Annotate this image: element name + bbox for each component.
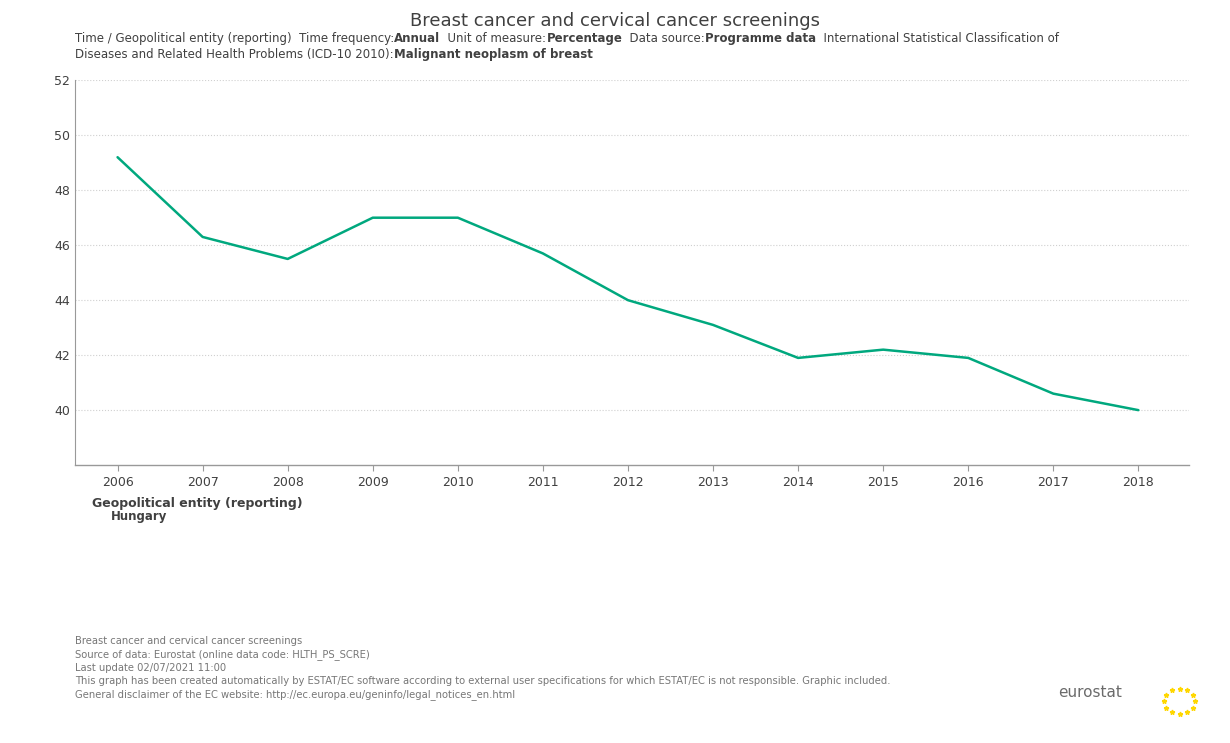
Text: Time / Geopolitical entity (reporting)  Time frequency:: Time / Geopolitical entity (reporting) T… [75,32,395,45]
Text: Unit of measure:: Unit of measure: [440,32,546,45]
Text: International Statistical Classification of: International Statistical Classification… [817,32,1059,45]
Text: Breast cancer and cervical cancer screenings: Breast cancer and cervical cancer screen… [75,636,303,646]
Text: Annual: Annual [395,32,440,45]
Text: Malignant neoplasm of breast: Malignant neoplasm of breast [394,48,593,60]
Text: eurostat: eurostat [1058,685,1122,700]
Text: General disclaimer of the EC website: http://ec.europa.eu/geninfo/legal_notices_: General disclaimer of the EC website: ht… [75,690,515,701]
Text: Last update 02/07/2021 11:00: Last update 02/07/2021 11:00 [75,663,226,672]
Text: Hungary: Hungary [111,510,167,523]
Text: Source of data: Eurostat (online data code: HLTH_PS_SCRE): Source of data: Eurostat (online data co… [75,649,370,661]
Text: Data source:: Data source: [622,32,705,45]
Text: Breast cancer and cervical cancer screenings: Breast cancer and cervical cancer screen… [410,12,820,30]
Text: Percentage: Percentage [546,32,622,45]
Text: Programme data: Programme data [705,32,817,45]
Text: Diseases and Related Health Problems (ICD-10 2010):: Diseases and Related Health Problems (IC… [75,48,394,60]
Text: Geopolitical entity (reporting): Geopolitical entity (reporting) [92,497,303,510]
Text: This graph has been created automatically by ESTAT/EC software according to exte: This graph has been created automaticall… [75,676,891,686]
